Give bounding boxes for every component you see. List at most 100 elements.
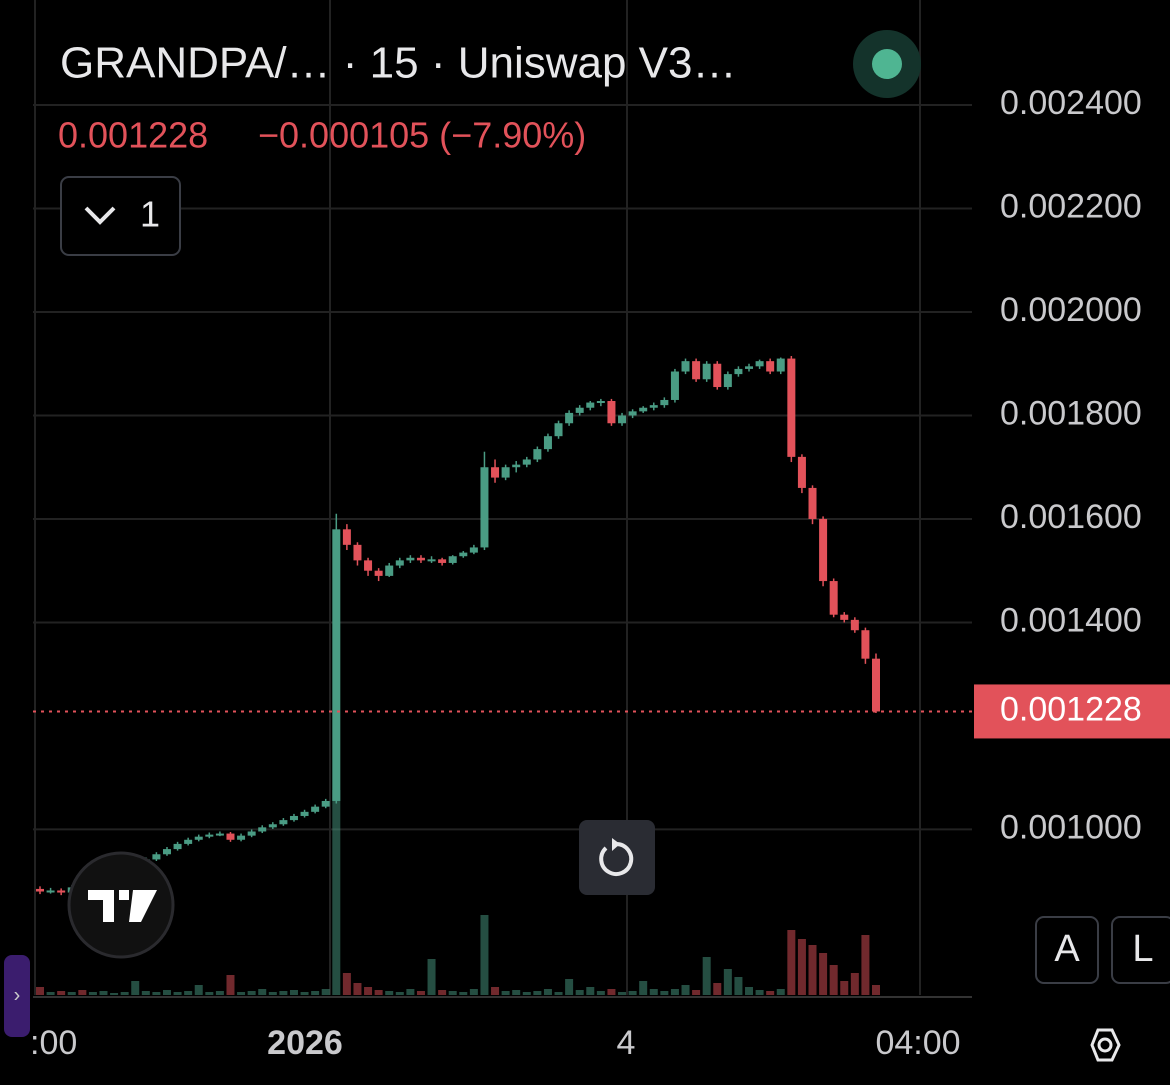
x-tick-label: :00	[30, 1024, 77, 1062]
volume-bar	[342, 973, 351, 995]
candle-body	[194, 836, 203, 840]
volume-bar	[554, 992, 563, 995]
candle-body	[268, 824, 277, 828]
reset-arrow	[612, 838, 620, 851]
settings-icon[interactable]	[1090, 1028, 1121, 1062]
volume-bar	[639, 981, 648, 995]
scale-button-label: A	[1054, 928, 1080, 970]
volume-bar	[649, 989, 658, 995]
volume-bar	[681, 985, 690, 995]
candle-body	[406, 557, 415, 561]
volume-bar	[258, 989, 267, 995]
volume-bar	[861, 935, 870, 995]
plot	[33, 104, 972, 995]
volume-bar	[469, 989, 478, 995]
candle-body	[416, 557, 425, 561]
indicator-toggle[interactable]	[60, 176, 181, 256]
logo-mark	[88, 890, 157, 922]
candle-body	[607, 401, 616, 424]
volume-bar	[586, 987, 595, 995]
volume-bar	[67, 992, 76, 995]
candle-body	[797, 456, 806, 488]
status-dot	[872, 49, 902, 79]
candle-body	[861, 630, 870, 659]
volume-bar	[438, 990, 447, 995]
volume-bar	[522, 992, 531, 995]
candle-body	[543, 436, 552, 450]
volume-bar	[237, 992, 246, 995]
candle-body	[279, 820, 288, 825]
candle-body	[342, 529, 351, 545]
volume-bar	[448, 991, 457, 995]
scale-button[interactable]	[1035, 916, 1099, 984]
volume-bar	[459, 992, 468, 995]
volume-bar	[110, 993, 119, 995]
price-change: −0.000105 (−7.90%)	[258, 115, 586, 156]
candle-body	[226, 833, 235, 840]
candle-body	[766, 361, 775, 372]
candle-body	[205, 834, 214, 837]
volume-bar	[501, 991, 510, 995]
chevron-icon	[84, 206, 116, 225]
volume-bar	[194, 985, 203, 995]
y-tick-label: 0.001600	[1000, 498, 1142, 536]
candle-body	[332, 529, 341, 801]
candle-body	[596, 401, 605, 404]
candle-body	[618, 415, 627, 424]
volume-bar	[670, 989, 679, 995]
volume-bar	[385, 991, 394, 995]
candle-body	[184, 839, 193, 844]
volume-bar	[660, 991, 669, 995]
volume-bar	[755, 990, 764, 995]
x-tick-label: 4	[617, 1024, 636, 1062]
scale-button[interactable]	[1111, 916, 1170, 984]
candle-body	[501, 467, 510, 478]
y-tick-label: 0.002000	[1000, 291, 1142, 329]
volume-bar	[120, 992, 129, 995]
volume-bar	[734, 977, 743, 995]
volume-bar	[247, 991, 256, 995]
volume-bar	[723, 969, 732, 995]
reset-button[interactable]	[579, 820, 655, 895]
volume-bar	[395, 992, 404, 995]
candle-body	[480, 467, 489, 548]
reset-icon	[599, 841, 634, 876]
candle-body	[649, 405, 658, 408]
candle-body	[872, 658, 880, 712]
candle-body	[258, 827, 267, 832]
volume-bar	[829, 965, 838, 995]
tv-logo[interactable]	[67, 851, 175, 959]
candle-body	[311, 806, 320, 812]
candle-body	[787, 358, 796, 457]
volume-bar	[512, 990, 521, 995]
candle-body	[840, 614, 849, 620]
candle-body	[670, 371, 679, 400]
candle-body	[427, 559, 436, 562]
candle-body	[565, 412, 574, 424]
candle-body	[723, 374, 732, 388]
volume-bar	[702, 957, 711, 995]
volume-bar	[850, 973, 859, 995]
y-tick-label: 0.001000	[1000, 808, 1142, 846]
volume-bar	[36, 987, 44, 995]
volume-bar	[152, 992, 161, 995]
volume-bar	[480, 915, 489, 995]
volume-bar	[776, 989, 785, 995]
candle-body	[734, 368, 743, 375]
price-label-bg	[974, 684, 1170, 739]
volume-bar	[745, 987, 754, 995]
side-tab[interactable]	[4, 955, 30, 1037]
volume-bar	[416, 991, 425, 995]
volume-bar	[215, 991, 224, 995]
candle-body	[522, 459, 531, 465]
scale-button-label: L	[1132, 928, 1153, 970]
volume-bar	[184, 991, 193, 995]
volume-bar	[353, 983, 362, 995]
volume-bar	[57, 991, 66, 995]
last-price: 0.001228	[58, 115, 208, 156]
volume-bar	[131, 981, 140, 995]
volume-bar	[268, 992, 277, 995]
candle-body	[385, 565, 394, 576]
candle-body	[36, 888, 44, 892]
candle-body	[438, 559, 447, 563]
